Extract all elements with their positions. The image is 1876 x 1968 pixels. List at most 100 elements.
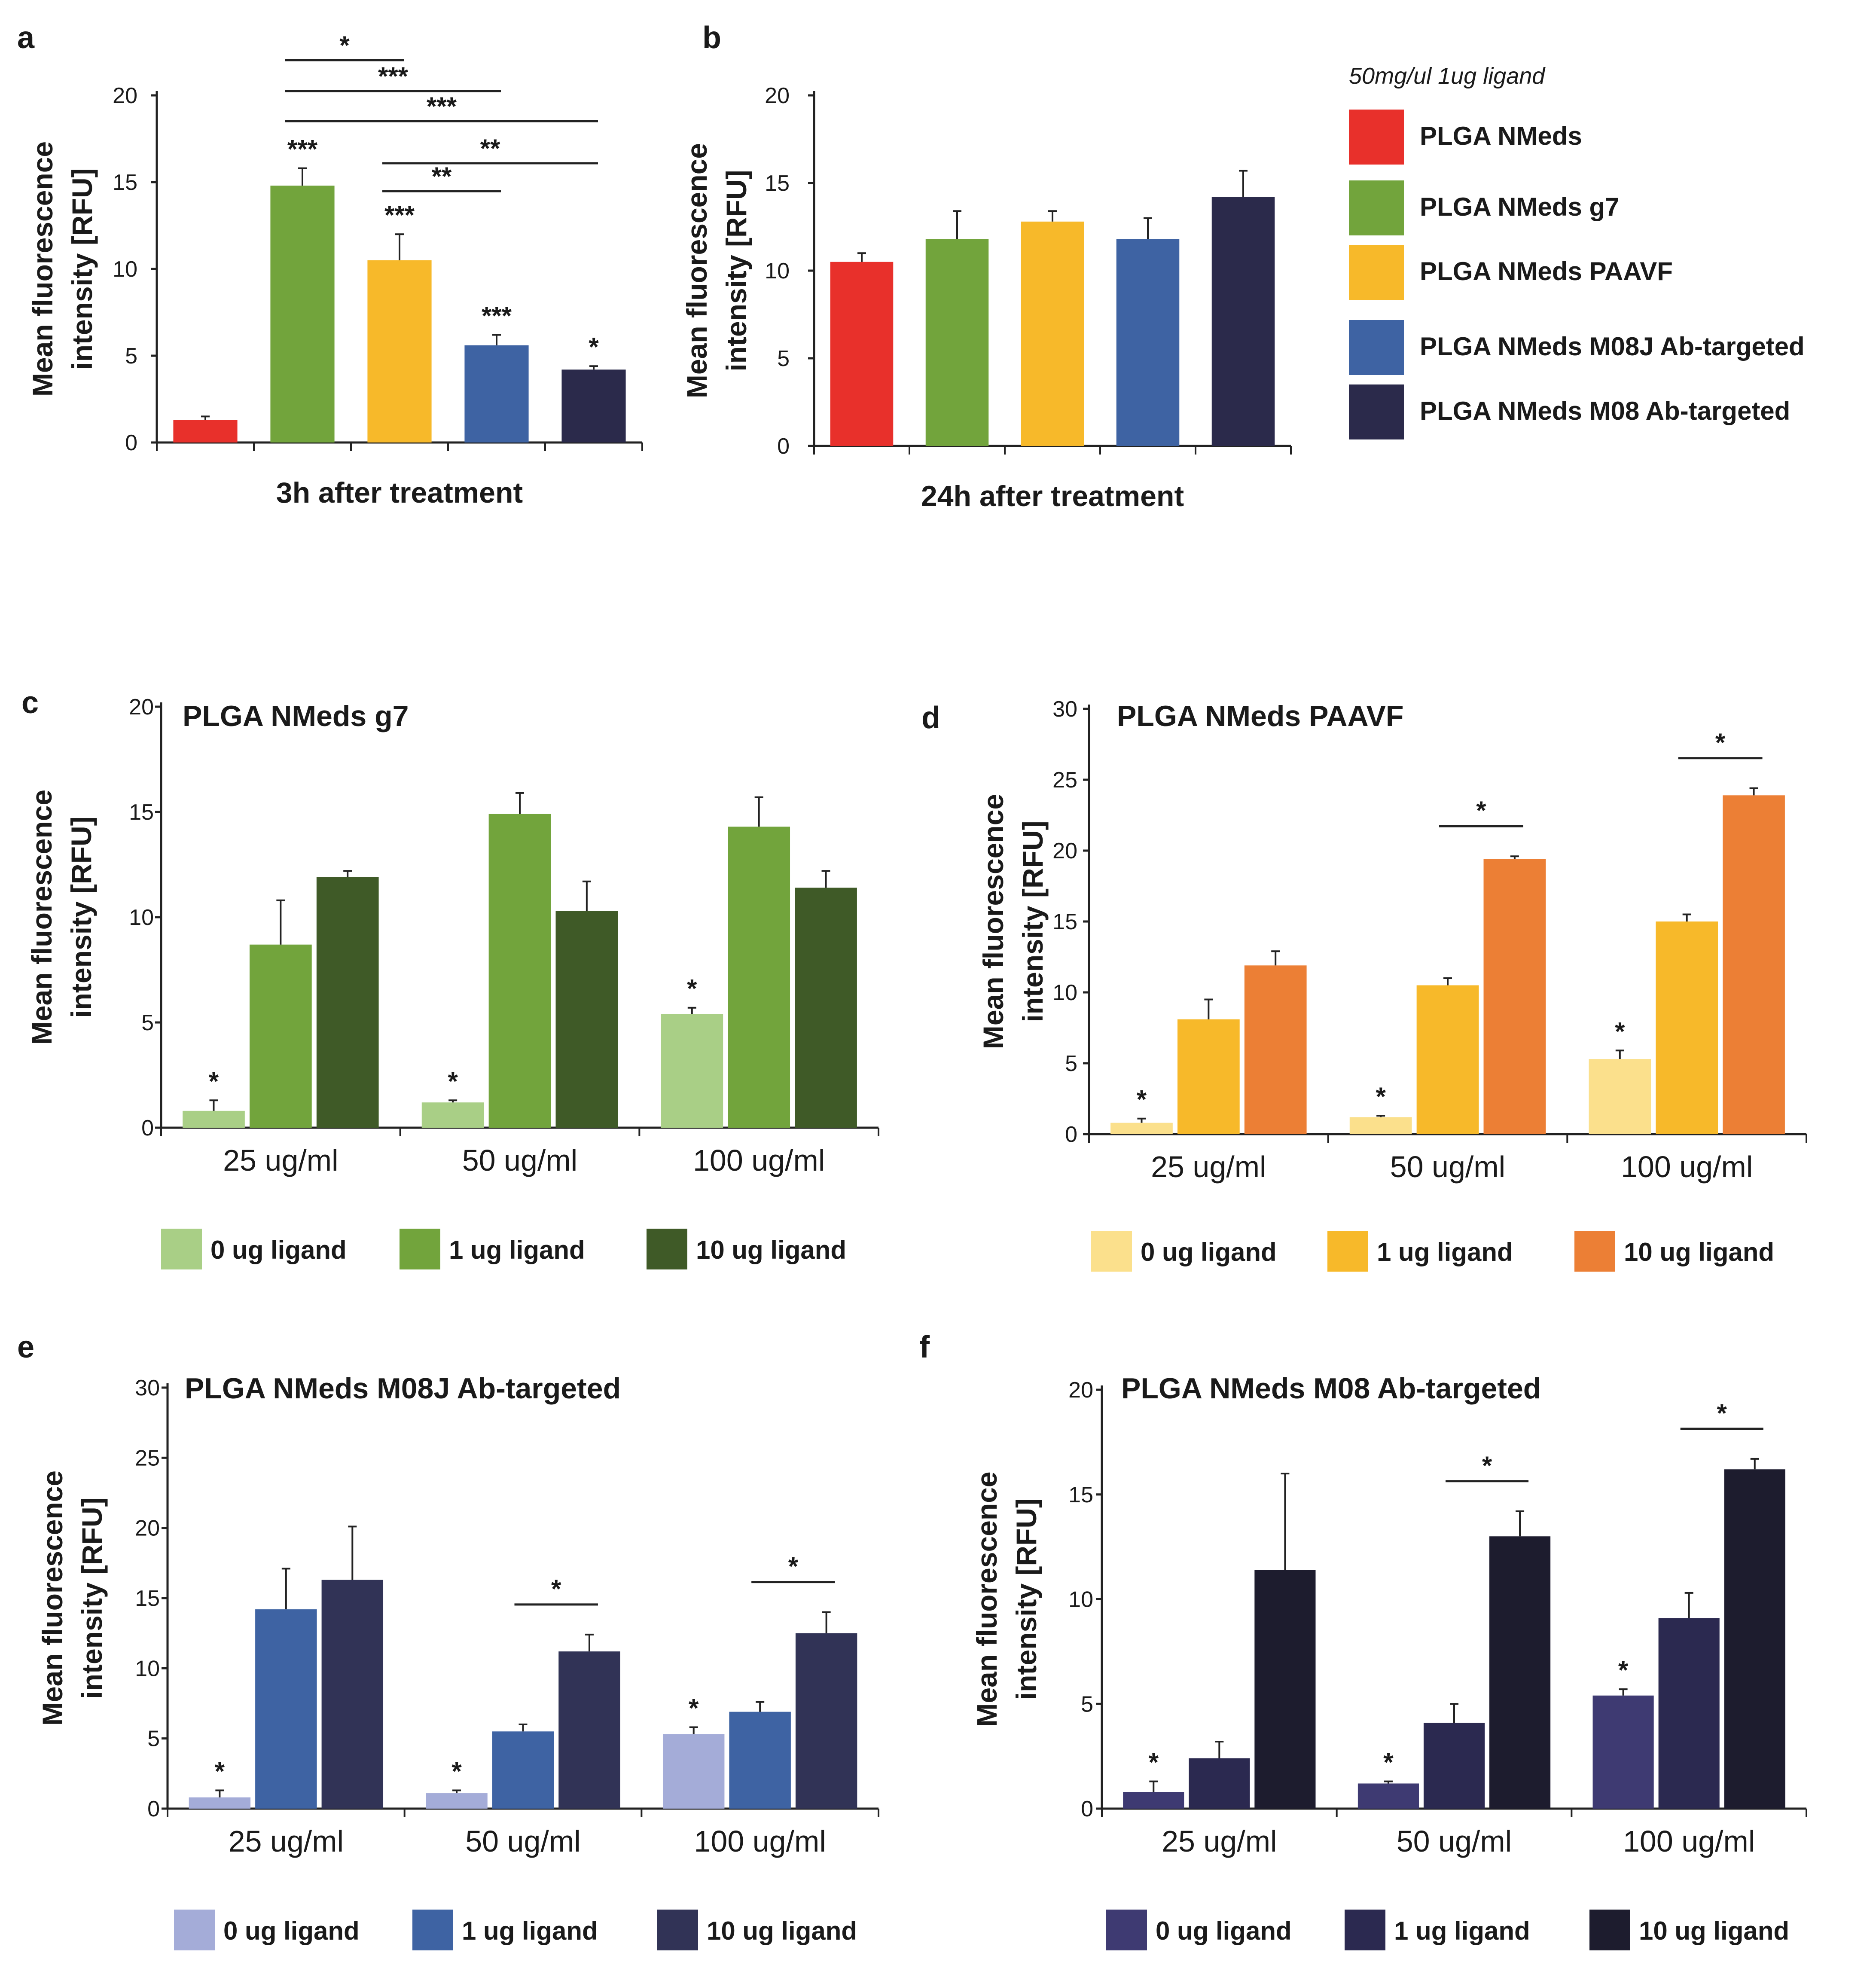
panel-e-bar: [492, 1731, 554, 1809]
panel-d-title: PLGA NMeds PAAVF: [1117, 700, 1403, 732]
panel-f-ylabel-line2: intensity [RFU]: [1010, 1498, 1042, 1700]
panel-b-ylabel-line2: intensity [RFU]: [720, 170, 752, 371]
panel-d-bracket-star: *: [1715, 728, 1726, 757]
panel-c-category-label: 25 ug/ml: [223, 1144, 338, 1177]
panel-c-bar: [488, 814, 551, 1128]
panel-c-ylabel-line1: Mean fluorescence: [26, 790, 58, 1045]
panel-f-legend-label: 0 ug ligand: [1156, 1916, 1292, 1945]
panel-d-category-label: 25 ug/ml: [1151, 1150, 1266, 1184]
panel-f-ytick-label: 15: [1068, 1483, 1093, 1507]
panel-a-ytick-label: 10: [113, 257, 137, 282]
panel-f-bar: [1189, 1758, 1250, 1809]
panel-f-ytick-label: 0: [1081, 1797, 1093, 1822]
panel-d-ytick-label: 25: [1052, 768, 1077, 793]
panel-b-letter: b: [702, 21, 721, 55]
panel-d-ytick-label: 0: [1065, 1122, 1077, 1147]
panel-f-bracket-star: *: [1717, 1399, 1727, 1428]
panel-f-legend-swatch: [1589, 1910, 1630, 1950]
panel-b-ytick-label: 5: [777, 346, 790, 371]
panel-b-ytick-label: 20: [765, 83, 790, 108]
panel-e-ylabel-line2: intensity [RFU]: [76, 1497, 108, 1699]
panel-e-bar: [795, 1633, 857, 1809]
panel-d-legend-label: 10 ug ligand: [1624, 1238, 1774, 1266]
panel-f-bar: [1357, 1783, 1419, 1809]
panel-f-letter: f: [919, 1330, 930, 1364]
panel-e-bar: [662, 1734, 725, 1809]
panel-a-xlabel: 3h after treatment: [276, 476, 523, 509]
panel-e-legend-label: 1 ug ligand: [462, 1916, 598, 1945]
panel-e-category-label: 100 ug/ml: [694, 1825, 826, 1858]
panel-c-legend-label: 1 ug ligand: [449, 1236, 585, 1264]
panel-c-ytick-label: 0: [141, 1116, 154, 1141]
panel-d-ytick-label: 10: [1052, 980, 1077, 1005]
panel-a-ylabel-line1: Mean fluorescence: [27, 141, 58, 397]
panel-e-ytick-label: 5: [147, 1727, 160, 1751]
legend-label: PLGA NMeds PAAVF: [1420, 257, 1673, 286]
panel-b-bar: [925, 239, 989, 446]
panel-d-category-label: 100 ug/ml: [1621, 1150, 1753, 1184]
panel-e-category-label: 25 ug/ml: [229, 1825, 344, 1858]
panel-e-ytick-label: 25: [135, 1446, 160, 1471]
panel-a-bar-star: ***: [287, 135, 318, 164]
panel-f-bar-star: *: [1149, 1748, 1159, 1777]
panel-e-title: PLGA NMeds M08J Ab-targeted: [185, 1372, 621, 1405]
panel-a-ylabel-line2: intensity [RFU]: [66, 168, 98, 369]
panel-b-bar: [1211, 197, 1275, 446]
panel-a-bar: [464, 345, 529, 442]
panel-a-bar: [270, 186, 335, 443]
panel-f-ytick-label: 10: [1068, 1587, 1093, 1612]
panel-e-legend-label: 0 ug ligand: [223, 1916, 360, 1945]
panel-c-legend-swatch: [647, 1229, 687, 1269]
panel-c-ytick-label: 5: [141, 1010, 154, 1035]
panel-e-bar: [189, 1797, 251, 1809]
panel-b-bar: [1021, 221, 1084, 446]
panel-e-ytick-label: 0: [147, 1797, 160, 1822]
panel-a-bracket-star: **: [432, 162, 452, 191]
panel-f-bar: [1123, 1792, 1184, 1809]
panel-c-category-label: 100 ug/ml: [693, 1144, 825, 1177]
panel-a-letter: a: [17, 21, 35, 55]
panel-f-bar: [1423, 1723, 1485, 1809]
panel-e-ytick-label: 15: [135, 1586, 160, 1611]
panel-d-ytick-label: 20: [1052, 839, 1077, 863]
panel-a-ytick-label: 5: [125, 344, 137, 369]
panel-f-bar: [1724, 1469, 1785, 1809]
panel-f-bar: [1592, 1695, 1654, 1809]
panel-f-bar: [1658, 1618, 1720, 1809]
panel-d-bar-star: *: [1376, 1082, 1386, 1111]
panel-b-xlabel: 24h after treatment: [921, 480, 1184, 513]
panel-c-legend-label: 10 ug ligand: [696, 1236, 846, 1264]
panel-c-category-label: 50 ug/ml: [462, 1144, 577, 1177]
panel-f-category-label: 100 ug/ml: [1623, 1825, 1755, 1858]
panel-b-ylabel-line1: Mean fluorescence: [681, 143, 713, 398]
panel-f-title: PLGA NMeds M08 Ab-targeted: [1121, 1372, 1541, 1405]
panel-c-ytick-label: 20: [129, 695, 154, 720]
panel-e-bar-star: *: [689, 1694, 699, 1723]
legend-swatch: [1349, 320, 1404, 375]
panel-a-bar-star: *: [589, 333, 599, 361]
panel-a-ytick-label: 20: [113, 83, 137, 108]
panel-a-bar-star: ***: [384, 201, 415, 229]
panel-f-category-label: 25 ug/ml: [1162, 1825, 1277, 1858]
panel-b-bar: [1116, 239, 1180, 446]
panel-d-legend-label: 1 ug ligand: [1377, 1238, 1513, 1266]
legend-label: PLGA NMeds: [1420, 122, 1582, 150]
panel-c-bar: [316, 877, 379, 1128]
panel-d-bar: [1723, 795, 1785, 1134]
panel-d-bar: [1589, 1059, 1651, 1134]
panel-f-ytick-label: 5: [1081, 1692, 1093, 1717]
legend-label: PLGA NMeds M08 Ab-targeted: [1420, 397, 1790, 425]
panel-e-bar: [321, 1580, 384, 1809]
panel-f-legend-swatch: [1345, 1910, 1385, 1950]
legend-swatch: [1349, 245, 1404, 300]
panel-c-title: PLGA NMeds g7: [183, 700, 409, 732]
panel-b-ytick-label: 0: [777, 434, 790, 459]
panel-c-bar: [728, 827, 790, 1128]
panel-e-legend-swatch: [657, 1910, 698, 1950]
panel-e-ytick-label: 10: [135, 1656, 160, 1681]
panel-c-bar: [795, 888, 857, 1128]
legend-swatch: [1349, 384, 1404, 439]
panel-a-bracket-star: ***: [427, 92, 457, 121]
panel-e-bar: [426, 1793, 488, 1809]
